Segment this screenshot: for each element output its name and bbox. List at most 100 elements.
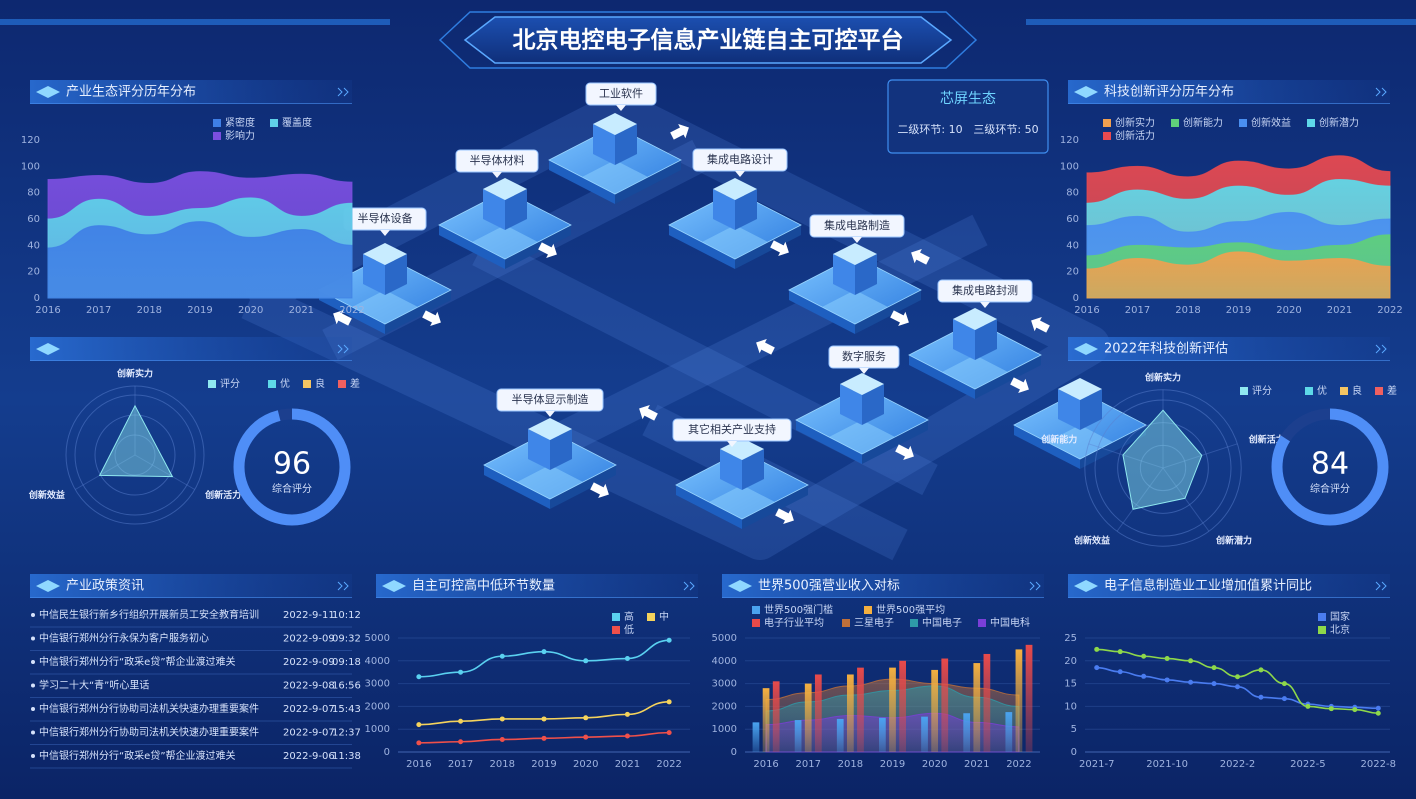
x-tick-label: 2022 [656, 759, 681, 770]
header-stripe [0, 19, 390, 25]
platform-side [385, 290, 451, 334]
radar-axis [1162, 443, 1238, 469]
platform-side [742, 485, 808, 529]
legend-label: 世界500强平均 [876, 604, 945, 616]
info-box: 芯屏生态 二级环节: 10 三级环节: 50 [887, 79, 1049, 154]
y-tick-label: 3000 [365, 679, 390, 690]
news-title: 中信银行郑州分行协助司法机关快速办理重要案件 [39, 726, 259, 739]
news-date: 2022-9-07 [283, 728, 335, 739]
y-tick-label: 4000 [365, 656, 390, 667]
panel-chevron [343, 344, 349, 354]
point [1211, 665, 1217, 671]
radar-ring [1084, 389, 1242, 547]
y-tick-label: 15 [1064, 679, 1077, 690]
panel-title: 自主可控高中低环节数量 [412, 578, 555, 594]
radar-ring [114, 434, 156, 476]
x-tick-label: 2019 [880, 759, 905, 770]
building-side [615, 124, 637, 165]
platform-side [796, 420, 862, 464]
gauge-arc [233, 408, 351, 526]
legend-label: 创新能力 [1183, 116, 1223, 129]
node-label: 集成电路封测 [952, 283, 1018, 297]
legend-swatch [1307, 119, 1315, 127]
building-top [953, 308, 997, 330]
x-tick-label: 2016 [1074, 305, 1099, 316]
bar [857, 667, 864, 752]
y-tick-label: 3000 [712, 679, 737, 690]
radar-label: 创新实力 [116, 368, 153, 380]
panel-chevron [1035, 581, 1041, 591]
gauge-score: 84 [1311, 447, 1349, 482]
panel-chevron [343, 87, 349, 97]
radar-label: 创新活力 [1248, 434, 1285, 446]
building-top [483, 178, 527, 200]
building-side [855, 254, 877, 295]
title-plate [463, 16, 953, 64]
platform-tile [709, 485, 775, 519]
flow-arrow [670, 123, 689, 140]
news-time: 15:43 [332, 704, 361, 715]
legend-label: 三星电子 [854, 616, 894, 629]
legend-swatch [647, 613, 655, 621]
platform-side [855, 290, 921, 334]
news-title: 中信银行郑州分行永保为客户服务初心 [39, 632, 209, 645]
x-tick-label: 2022 [339, 305, 364, 316]
y-tick-label: 120 [1060, 135, 1079, 146]
node-label: 数字服务 [842, 349, 886, 363]
bar [846, 674, 854, 752]
panel-header-bar [722, 574, 1044, 598]
platform-side [789, 290, 855, 334]
platform-side [1014, 425, 1080, 469]
platform-tile [472, 225, 538, 259]
panel-icon [36, 343, 60, 355]
radar-ring [74, 394, 196, 516]
y-tick-label: 100 [21, 161, 40, 172]
legend-swatch [1171, 119, 1179, 127]
point [1164, 656, 1170, 662]
point [1235, 674, 1240, 680]
legend-swatch [612, 613, 620, 621]
panel-header-bar [1068, 337, 1390, 361]
y-tick-label: 20 [1066, 267, 1079, 278]
news-date: 2022-9-09 [283, 657, 335, 668]
x-tick-label: 2017 [448, 759, 473, 770]
legend-swatch [1375, 387, 1383, 395]
point [583, 734, 589, 740]
x-tick-label: 2021 [289, 305, 314, 316]
legend-swatch [752, 619, 760, 627]
building-side [505, 189, 527, 230]
legend-label: 良 [1352, 384, 1362, 397]
radar-label: 创新实力 [1144, 371, 1181, 383]
panel-header-bar [30, 337, 352, 361]
bar [804, 683, 812, 752]
area [1086, 251, 1391, 299]
flow-arrow [333, 309, 352, 326]
legend-label: 北京 [1330, 623, 1350, 636]
radar-axis [1088, 443, 1164, 469]
y-tick-label: 5000 [365, 633, 390, 644]
panel-header-underline [30, 597, 352, 598]
panel-header-underline [1068, 597, 1390, 598]
flow-arrow [911, 248, 930, 265]
legend-swatch [612, 626, 620, 634]
legend-label: 创新实力 [1115, 116, 1155, 129]
x-tick-label: 2016 [35, 305, 60, 316]
panel-icon [1074, 343, 1098, 355]
point [1305, 703, 1311, 709]
building-side [593, 124, 615, 165]
legend-label: 紧密度 [225, 116, 255, 129]
info-level2: 二级环节: 10 [897, 123, 962, 136]
point [1141, 673, 1147, 679]
news-bullet [31, 660, 35, 664]
legend-label: 优 [280, 377, 290, 390]
bar [1005, 712, 1013, 752]
info-level3: 三级环节: 50 [973, 123, 1038, 136]
news-time: 16:56 [332, 681, 361, 692]
platform-tile [702, 225, 768, 259]
x-tick-label: 2018 [838, 759, 863, 770]
x-tick-label: 2019 [531, 759, 556, 770]
panel-chevron [337, 581, 343, 591]
point [416, 674, 422, 680]
panel-header-bar [1068, 80, 1390, 104]
